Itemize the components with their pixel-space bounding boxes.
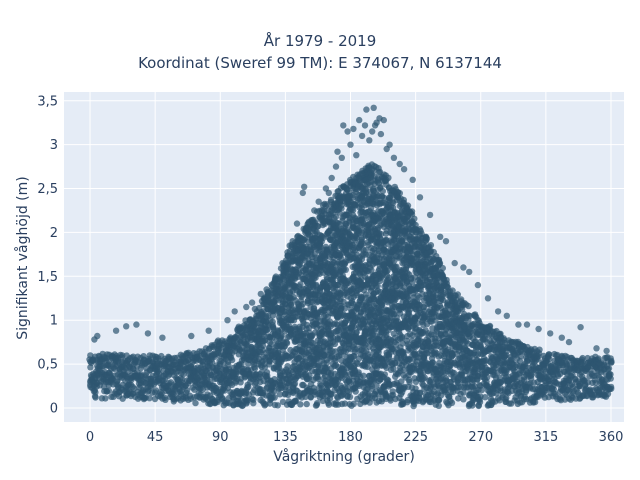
chart-title-line-1: År 1979 - 2019 — [263, 32, 377, 50]
data-point — [161, 394, 168, 401]
data-point — [297, 401, 304, 408]
data-point — [228, 356, 236, 364]
data-point — [192, 399, 199, 407]
data-point — [268, 340, 275, 348]
chart-title-line-2: Koordinat (Sweref 99 TM): E 374067, N 61… — [138, 54, 502, 72]
data-point — [404, 202, 412, 209]
data-point — [435, 402, 442, 409]
data-point — [460, 396, 467, 403]
data-point — [102, 395, 109, 402]
data-point — [113, 378, 121, 386]
data-point — [379, 187, 386, 195]
data-point — [180, 371, 187, 378]
data-point — [405, 376, 413, 384]
data-point — [183, 387, 191, 394]
data-point — [346, 393, 354, 401]
data-point — [439, 264, 446, 272]
data-point — [266, 357, 273, 364]
data-point — [283, 338, 290, 346]
data-point — [411, 215, 418, 222]
data-point — [287, 301, 294, 308]
data-point — [263, 373, 270, 380]
data-point — [360, 372, 367, 379]
data-point — [129, 383, 136, 390]
data-point — [276, 391, 284, 398]
data-point — [396, 190, 403, 197]
data-point — [274, 402, 281, 409]
data-point — [261, 360, 268, 368]
data-point — [429, 359, 437, 366]
data-point — [266, 400, 274, 407]
data-point — [303, 400, 310, 408]
data-point — [423, 235, 431, 242]
data-point — [297, 281, 304, 288]
chart-title: År 1979 - 2019 Koordinat (Sweref 99 TM):… — [0, 30, 640, 74]
data-point — [237, 379, 244, 386]
data-point — [352, 388, 359, 395]
data-point — [292, 397, 300, 405]
data-point — [342, 266, 349, 273]
data-point — [313, 401, 320, 408]
data-point — [250, 400, 257, 407]
data-point — [251, 363, 258, 371]
data-point — [146, 395, 153, 402]
data-point — [408, 208, 416, 215]
data-points — [86, 104, 615, 410]
data-point — [450, 369, 458, 377]
data-point — [338, 205, 345, 212]
data-point — [105, 387, 113, 394]
data-point — [385, 174, 392, 181]
data-point — [92, 394, 99, 401]
data-point — [447, 397, 454, 405]
data-point — [362, 215, 370, 222]
data-point — [271, 394, 278, 401]
data-point — [427, 242, 435, 249]
